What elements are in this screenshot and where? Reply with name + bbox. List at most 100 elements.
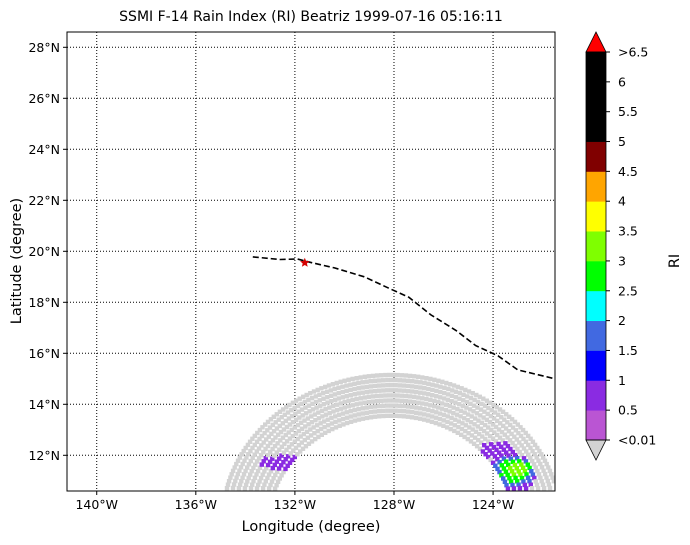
swath-pixel: [497, 469, 502, 475]
swath-pixel: [416, 395, 421, 400]
swath-pixel: [306, 403, 312, 408]
swath-pixel: [466, 412, 471, 417]
storm-position-star: [300, 257, 310, 267]
swath-pixel: [520, 427, 526, 433]
swath-pixel: [513, 428, 518, 433]
swath-pixel: [460, 421, 465, 426]
swath-pixel: [537, 448, 542, 454]
swath-pixel: [266, 434, 271, 439]
swath-pixel: [313, 394, 318, 399]
swath-pixel: [297, 415, 302, 420]
swath-pixel: [360, 390, 365, 395]
swath-pixel: [493, 439, 499, 444]
x-tick-label: 132°W: [274, 497, 316, 512]
swath-pixel: [529, 469, 534, 474]
swath-pixel: [445, 419, 450, 425]
swath-pixel: [333, 425, 339, 430]
swath-pixel: [262, 482, 267, 487]
swath-pixel: [335, 407, 340, 413]
swath-pixel: [453, 389, 459, 394]
swath-pixel: [486, 405, 491, 411]
swath-pixel: [300, 413, 305, 418]
swath-pixel: [475, 405, 480, 410]
swath-pixel: [449, 399, 454, 404]
swath-pixel: [504, 483, 509, 488]
swath-pixel: [482, 422, 488, 428]
swath-pixel: [350, 376, 355, 382]
swath-pixel: [518, 425, 523, 430]
swath-pixel: [272, 443, 278, 449]
swath-pixel: [513, 475, 518, 481]
swath-pixel: [344, 415, 350, 420]
swath-pixel: [245, 479, 250, 484]
swath-pixel: [426, 413, 431, 418]
swath-pixel: [452, 423, 457, 428]
swath-pixel: [447, 403, 453, 409]
swath-pixel: [287, 444, 292, 450]
swath-pixel: [354, 402, 359, 407]
swath-pixel: [350, 397, 355, 403]
swath-pixel: [524, 472, 529, 477]
swath-pixel: [372, 409, 378, 414]
swath-pixel: [323, 384, 328, 390]
swath-pixel: [491, 444, 497, 450]
swath-pixel: [245, 442, 251, 448]
swath-pixel: [318, 403, 323, 409]
swath-pixel: [490, 460, 496, 465]
swath-pixel: [488, 442, 494, 447]
swath-pixel: [372, 404, 378, 409]
swath-pixel: [299, 426, 305, 431]
swath-pixel: [509, 469, 515, 474]
swath-pixel: [370, 399, 376, 404]
swath-pixel: [418, 411, 423, 416]
swath-pixel: [246, 452, 251, 457]
swath-pixel: [522, 468, 528, 474]
swath-pixel: [454, 412, 460, 417]
swath-pixel: [302, 418, 307, 423]
swath-pixel: [279, 463, 284, 468]
swath-pixel: [321, 396, 326, 401]
swath-pixel: [471, 409, 476, 414]
swath-pixel: [434, 388, 439, 394]
swath-pixel: [264, 466, 269, 471]
swath-pixel: [540, 482, 546, 487]
swath-pixel: [329, 399, 334, 404]
swath-pixel: [484, 398, 489, 403]
swath-pixel: [505, 443, 511, 449]
swath-pixel: [430, 387, 435, 393]
swath-pixel: [236, 486, 242, 491]
swath-pixel: [550, 475, 555, 480]
colorbar-label: RI: [667, 254, 683, 268]
colorbar-segment: [586, 260, 606, 292]
swath-pixel: [276, 466, 282, 471]
swath-pixel: [366, 399, 372, 405]
swath-pixel: [465, 394, 470, 399]
swath-pixel: [532, 475, 537, 481]
swath-pixel: [518, 472, 523, 477]
swath-pixel: [430, 409, 435, 414]
swath-pixel: [512, 434, 517, 439]
swath-pixel: [310, 401, 315, 406]
swath-pixel: [275, 441, 280, 446]
swath-pixel: [352, 392, 357, 397]
swath-pixel: [482, 403, 488, 409]
swath-pixel: [500, 409, 506, 414]
swath-pixel: [323, 412, 329, 417]
swath-pixel: [413, 415, 419, 421]
swath-pixel: [465, 436, 470, 442]
swath-pixel: [474, 411, 480, 416]
swath-pixel: [319, 408, 325, 414]
swath-pixel: [511, 472, 517, 477]
swath-pixel: [411, 374, 417, 379]
swath-pixel: [518, 433, 524, 439]
swath-pixel: [298, 449, 303, 454]
swath-pixel: [234, 461, 239, 467]
swath-pixel: [474, 392, 479, 398]
swath-pixel: [309, 414, 314, 419]
swath-pixel: [368, 384, 374, 389]
swath-pixel: [327, 410, 332, 416]
swath-pixel: [499, 473, 504, 478]
swath-pixel: [317, 392, 322, 397]
swath-pixel: [350, 403, 355, 408]
swath-pixel: [336, 385, 341, 390]
